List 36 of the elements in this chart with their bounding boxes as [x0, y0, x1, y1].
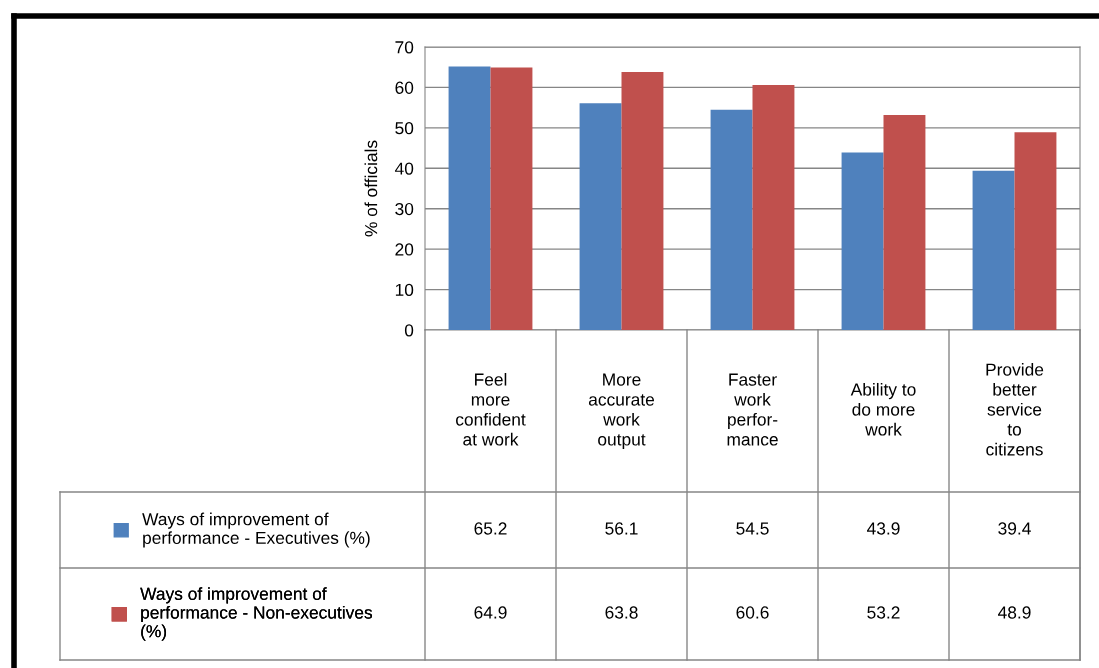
bar: [710, 109, 753, 330]
data-label: 53.2: [867, 606, 900, 619]
data-label: 54.5: [736, 522, 769, 535]
data-label: 63.8: [605, 606, 638, 619]
y-tick-label: 60: [395, 81, 414, 94]
bar: [841, 152, 884, 330]
y-axis-title: % of officials: [364, 140, 378, 237]
legend-label: Ways of improvement of performance - Executives (%): [142, 512, 370, 548]
bar: [621, 72, 664, 330]
bar: [1014, 132, 1057, 330]
data-label: 39.4: [998, 522, 1031, 535]
y-tick-label: 20: [395, 243, 414, 256]
x-tick-label: Ability to do more work: [850, 382, 916, 436]
y-tick-label: 0: [404, 324, 414, 337]
bar: [883, 114, 926, 330]
data-label: 43.9: [867, 522, 900, 535]
y-tick-label: 50: [395, 122, 414, 135]
data-label: 65.2: [474, 522, 507, 535]
bar: [490, 67, 533, 330]
bar: [752, 85, 795, 330]
y-tick-label: 70: [395, 41, 414, 54]
bar: [448, 66, 491, 330]
data-label: 56.1: [605, 522, 638, 535]
x-tick-label: Provide better service to citizens: [986, 362, 1044, 456]
x-tick-label: More accurate work output: [588, 373, 655, 450]
data-label: 64.9: [474, 606, 507, 619]
legend-label: Ways of improvement of performance - Non-executives (%): [140, 587, 373, 641]
y-tick-label: 40: [394, 162, 414, 175]
data-label: 48.9: [998, 606, 1031, 619]
x-tick-label: Faster work perfor- mance: [727, 373, 778, 446]
bar: [972, 170, 1015, 330]
y-tick-label: 10: [395, 283, 414, 297]
data-label: 60.6: [736, 606, 769, 619]
bar: [579, 103, 622, 330]
y-tick-label: 30: [395, 202, 414, 216]
x-tick-label: Feel more confident at work: [456, 372, 526, 446]
